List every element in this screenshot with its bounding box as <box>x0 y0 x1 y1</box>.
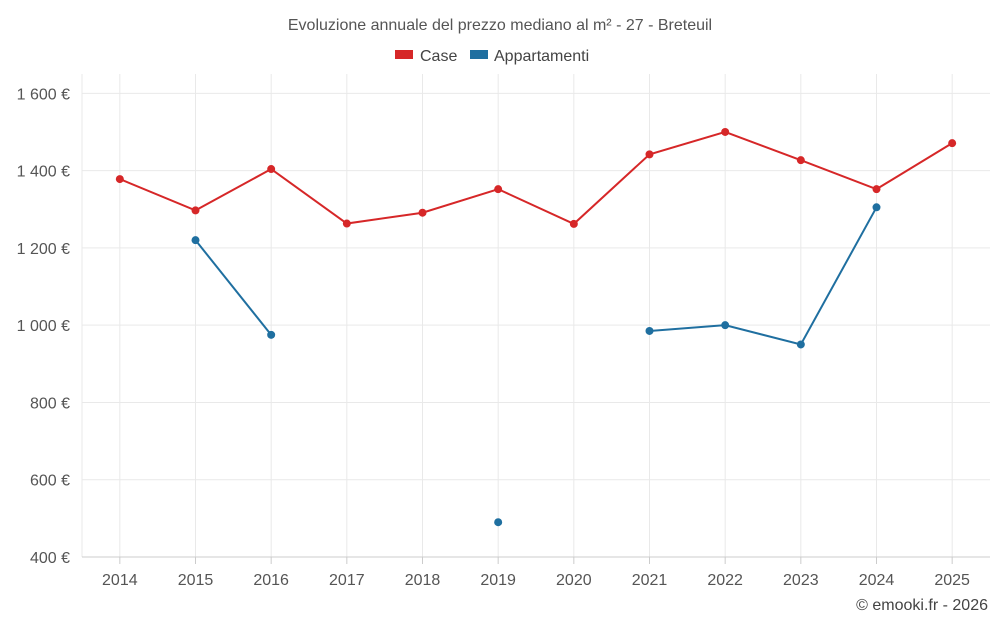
x-tick-label: 2021 <box>632 572 668 589</box>
data-point-appartamenti-2024[interactable] <box>872 203 881 212</box>
x-tick-label: 2019 <box>480 572 516 589</box>
data-point-appartamenti-2021[interactable] <box>645 326 654 335</box>
x-tick-label: 2022 <box>707 572 743 589</box>
data-point-appartamenti-2023[interactable] <box>796 340 805 349</box>
chart-title: Evoluzione annuale del prezzo mediano al… <box>288 17 712 34</box>
data-point-case-2022[interactable] <box>721 127 730 136</box>
legend-label-appartamenti[interactable]: Appartamenti <box>494 48 589 65</box>
x-tick-label: 2020 <box>556 572 592 589</box>
data-point-case-2014[interactable] <box>115 175 124 184</box>
y-tick-label: 400 € <box>30 550 70 567</box>
y-axis: 400 € 600 € 800 € 1 000 € 1 200 € 1 400 € 1 60… <box>17 86 70 567</box>
y-tick-label: 1 600 € <box>17 86 70 103</box>
y-tick-label: 1 200 € <box>17 241 70 258</box>
series-line-case <box>119 130 953 226</box>
x-tick-label: 2024 <box>859 572 895 589</box>
series-points[interactable] <box>115 127 957 527</box>
x-tick-label: 2023 <box>783 572 819 589</box>
y-tick-label: 1 400 € <box>17 164 70 181</box>
y-tick-label: 600 € <box>30 473 70 490</box>
data-point-case-2017[interactable] <box>342 219 351 228</box>
y-tick-label: 800 € <box>30 395 70 412</box>
data-point-case-2016[interactable] <box>267 165 276 174</box>
data-point-case-2025[interactable] <box>948 139 957 148</box>
x-tick-label: 2018 <box>405 572 441 589</box>
data-point-appartamenti-2022[interactable] <box>721 321 730 330</box>
gridlines <box>81 74 990 558</box>
legend[interactable]: Case Appartamenti <box>395 48 589 65</box>
legend-label-case[interactable]: Case <box>420 48 457 65</box>
data-point-case-2019[interactable] <box>494 185 503 194</box>
legend-swatch-case <box>395 50 413 59</box>
x-tick-label: 2025 <box>934 572 970 589</box>
data-point-case-2021[interactable] <box>645 150 654 159</box>
data-point-case-2023[interactable] <box>796 156 805 165</box>
y-tick-label: 1 000 € <box>17 318 70 335</box>
x-tick-label: 2014 <box>102 572 138 589</box>
data-point-appartamenti-2016[interactable] <box>267 330 276 339</box>
series-line-appartamenti <box>649 206 878 346</box>
x-axis: 2014 2015 2016 2017 2018 2019 2020 2021 2022 2023… <box>82 556 990 589</box>
credit-text: © emooki.fr - 2026 <box>856 597 988 614</box>
legend-swatch-appartamenti <box>470 50 488 59</box>
series-lines <box>119 130 953 346</box>
x-tick-label: 2017 <box>329 572 365 589</box>
x-tick-label: 2016 <box>253 572 289 589</box>
data-point-appartamenti-2015[interactable] <box>191 236 200 245</box>
series-line-appartamenti <box>194 239 272 336</box>
data-point-case-2018[interactable] <box>418 208 427 217</box>
data-point-case-2024[interactable] <box>872 185 881 194</box>
x-tick-label: 2015 <box>178 572 214 589</box>
data-point-case-2020[interactable] <box>569 219 578 228</box>
data-point-case-2015[interactable] <box>191 206 200 215</box>
data-point-appartamenti-2019[interactable] <box>494 518 503 527</box>
